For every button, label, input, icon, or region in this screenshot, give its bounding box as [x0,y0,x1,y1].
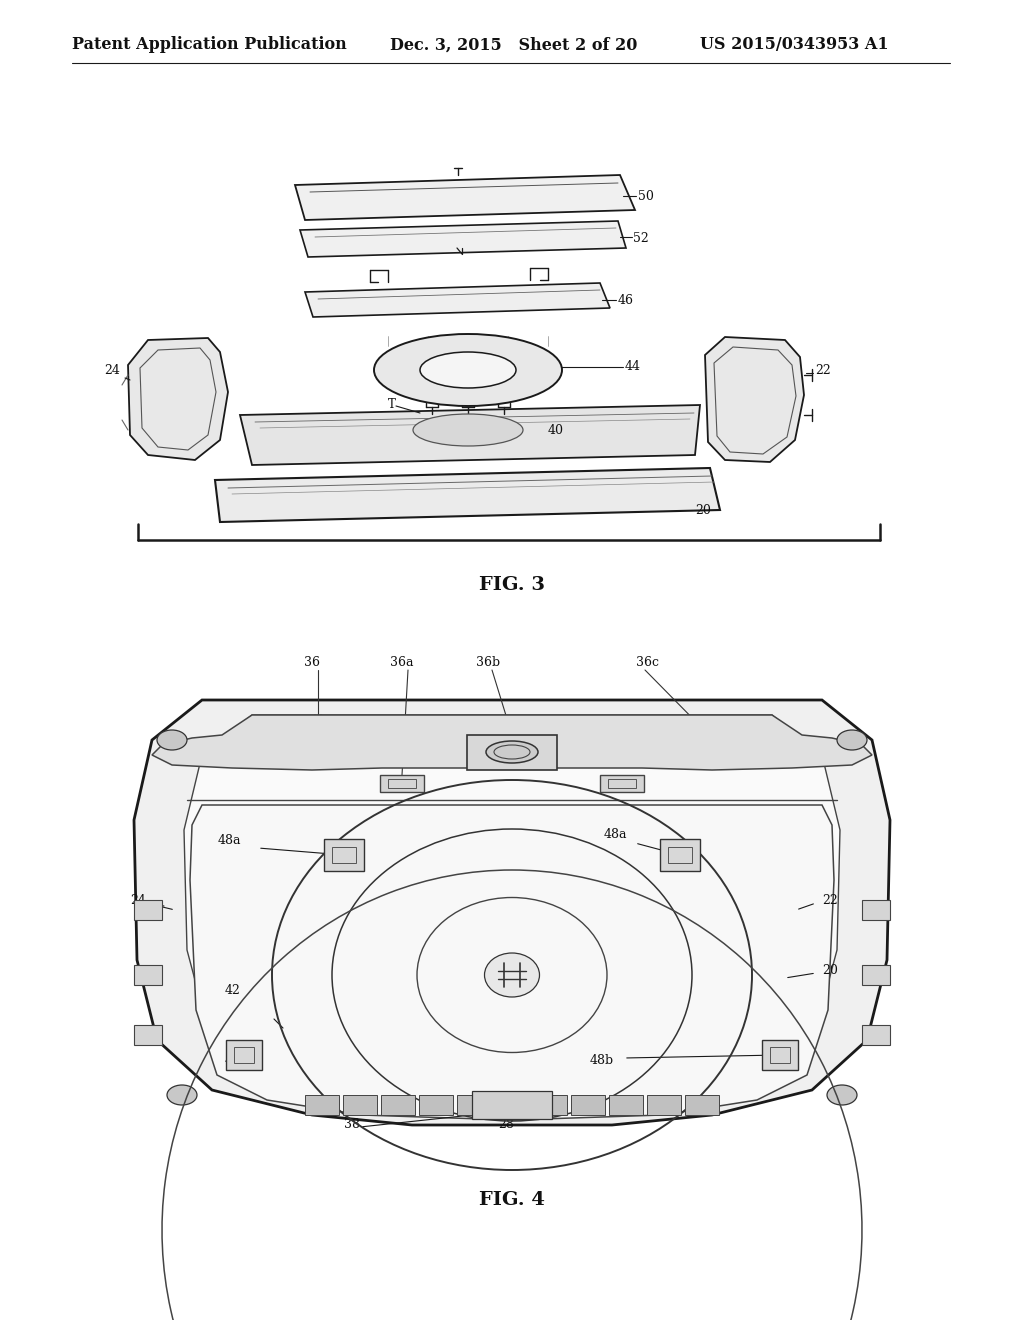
Ellipse shape [157,730,187,750]
Polygon shape [380,775,424,792]
Polygon shape [609,1096,643,1115]
Text: 36: 36 [304,656,319,668]
Polygon shape [571,1096,605,1115]
Polygon shape [862,965,890,985]
Ellipse shape [167,1085,197,1105]
Text: 46: 46 [618,293,634,306]
Ellipse shape [420,352,516,388]
Polygon shape [660,840,700,871]
Text: 36a: 36a [390,656,414,668]
Text: 20: 20 [695,503,711,516]
Polygon shape [419,1096,453,1115]
Ellipse shape [374,334,562,407]
Text: 48a: 48a [604,829,628,842]
Ellipse shape [837,730,867,750]
Polygon shape [134,965,162,985]
Polygon shape [226,1040,262,1071]
Polygon shape [190,805,834,1119]
Text: 40: 40 [548,424,564,437]
Text: 48b: 48b [590,1053,614,1067]
Polygon shape [862,1026,890,1045]
Text: US 2015/0343953 A1: US 2015/0343953 A1 [700,37,889,53]
Polygon shape [381,1096,415,1115]
Text: 38: 38 [344,1118,360,1131]
Text: 24: 24 [130,894,145,907]
Text: 50: 50 [638,190,654,202]
Polygon shape [295,176,635,220]
Polygon shape [343,1096,377,1115]
Text: 22: 22 [815,363,830,376]
Polygon shape [862,900,890,920]
Text: T: T [388,399,396,412]
Text: Patent Application Publication: Patent Application Publication [72,37,347,53]
Polygon shape [305,282,610,317]
Polygon shape [300,220,626,257]
Polygon shape [134,900,162,920]
Text: 24: 24 [104,363,120,376]
Text: FIG. 3: FIG. 3 [479,576,545,594]
Polygon shape [762,1040,798,1071]
Polygon shape [647,1096,681,1115]
Polygon shape [215,469,720,521]
Polygon shape [128,338,228,459]
Ellipse shape [413,414,523,446]
Polygon shape [152,715,872,770]
Ellipse shape [484,953,540,997]
Polygon shape [600,775,644,792]
Text: 42: 42 [225,983,241,997]
Polygon shape [705,337,804,462]
Text: 20: 20 [822,964,838,977]
Text: 52: 52 [633,231,649,244]
Text: 28: 28 [498,1118,514,1131]
Text: 22: 22 [822,894,838,907]
Polygon shape [472,1092,552,1119]
Text: 48b: 48b [225,1053,249,1067]
Text: FIG. 4: FIG. 4 [479,1191,545,1209]
Text: 48a: 48a [218,833,242,846]
Ellipse shape [486,741,538,763]
Text: 36c: 36c [636,656,659,668]
Polygon shape [467,735,557,770]
Polygon shape [457,1096,490,1115]
Text: 36b: 36b [476,656,500,668]
Polygon shape [184,715,840,1104]
Text: 44: 44 [625,360,641,374]
Polygon shape [134,1026,162,1045]
Polygon shape [324,840,364,871]
Ellipse shape [827,1085,857,1105]
Polygon shape [534,1096,567,1115]
Polygon shape [685,1096,719,1115]
Text: Dec. 3, 2015   Sheet 2 of 20: Dec. 3, 2015 Sheet 2 of 20 [390,37,637,53]
Polygon shape [305,1096,339,1115]
Polygon shape [240,405,700,465]
Polygon shape [134,700,890,1125]
